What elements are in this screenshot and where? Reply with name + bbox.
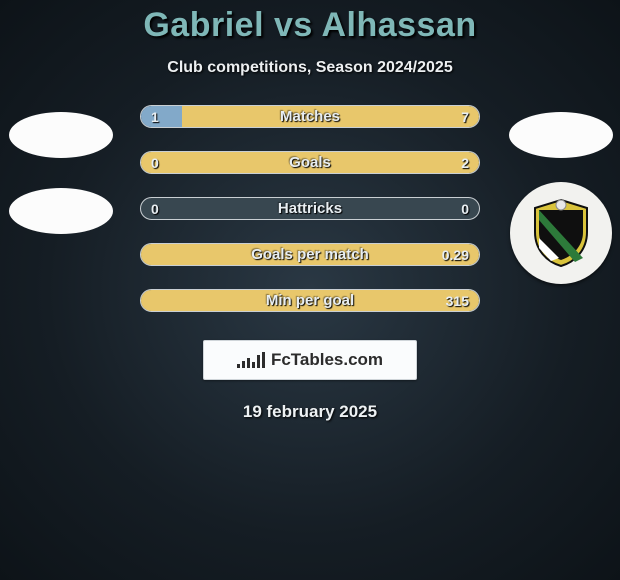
stat-value-right: 0.29 [442, 244, 469, 265]
player-badge-placeholder [9, 112, 113, 158]
bar [237, 364, 240, 368]
stat-label: Goals per match [141, 244, 479, 265]
page-title: Gabriel vs Alhassan [0, 0, 620, 45]
right-player-badges [506, 112, 616, 284]
stat-value-left: 0 [151, 152, 159, 173]
stat-row: Min per goal315 [140, 289, 480, 312]
bar [262, 352, 265, 368]
club-badge-placeholder [9, 188, 113, 234]
bar [242, 361, 245, 368]
stat-row: Goals0 2 [140, 151, 480, 174]
bar [257, 355, 260, 368]
club-crest [510, 182, 612, 284]
bar [252, 362, 255, 368]
logo-text: FcTables.com [271, 350, 383, 370]
stat-row: Hattricks0 0 [140, 197, 480, 220]
stat-value-right: 315 [446, 290, 469, 311]
left-player-badges [6, 112, 116, 234]
subtitle: Club competitions, Season 2024/2025 [0, 59, 620, 77]
stat-row: Goals per match0.29 [140, 243, 480, 266]
date-text: 19 february 2025 [0, 402, 620, 422]
stat-value-right: 0 [461, 198, 469, 219]
stat-value-right: 2 [461, 152, 469, 173]
stat-label: Matches [141, 106, 479, 127]
bar [247, 358, 250, 368]
shield-icon [531, 198, 591, 268]
fctables-logo: FcTables.com [203, 340, 417, 380]
stat-value-right: 7 [461, 106, 469, 127]
stat-label: Hattricks [141, 198, 479, 219]
player-badge-placeholder [509, 112, 613, 158]
bars-icon [237, 352, 265, 368]
stat-value-left: 0 [151, 198, 159, 219]
stat-value-left: 1 [151, 106, 159, 127]
stat-row: Matches1 7 [140, 105, 480, 128]
stat-label: Min per goal [141, 290, 479, 311]
stat-label: Goals [141, 152, 479, 173]
